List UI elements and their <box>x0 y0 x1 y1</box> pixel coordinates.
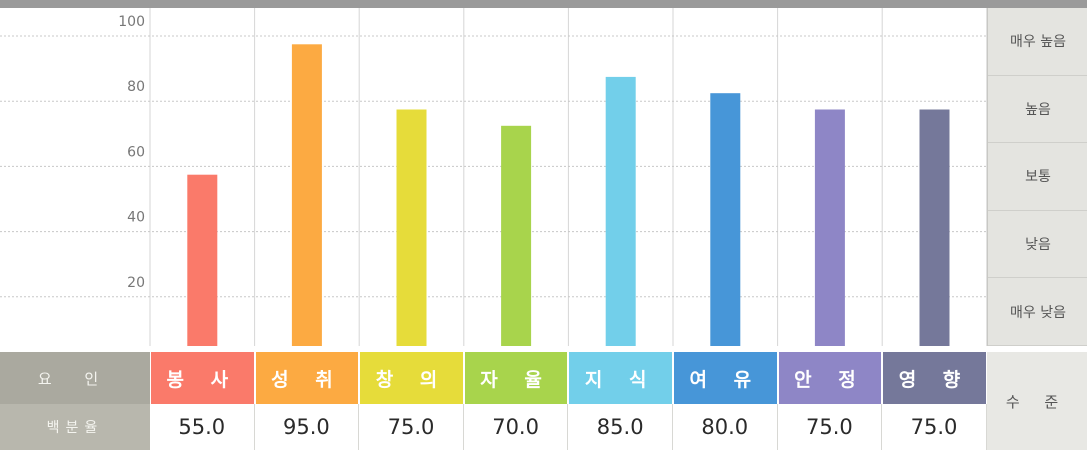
percent-value: 95.0 <box>255 404 360 450</box>
factor-label: 성 취 <box>255 352 359 404</box>
bar <box>605 76 636 346</box>
factor-label: 여 유 <box>674 352 777 404</box>
factor-label: 자 율 <box>464 352 568 404</box>
level-scale-panel: 매우 높음 높음 보통 낮음 매우 낮음 <box>987 8 1087 346</box>
y-tick-label: 60 <box>127 144 145 160</box>
factor-label: 지 식 <box>569 352 672 404</box>
y-tick-label: 80 <box>127 79 145 95</box>
bar <box>814 109 845 346</box>
factor-label: 안 정 <box>778 352 882 404</box>
level-label: 보통 <box>988 143 1087 211</box>
percent-value: 70.0 <box>464 404 569 450</box>
percent-value: 85.0 <box>568 404 673 450</box>
level-header: 수 준 <box>987 352 1087 450</box>
percent-value: 55.0 <box>150 404 255 450</box>
level-label: 높음 <box>988 76 1087 144</box>
percent-value: 75.0 <box>359 404 464 450</box>
bar <box>710 93 741 346</box>
percent-value: 75.0 <box>778 404 883 450</box>
bar <box>187 174 218 346</box>
bar <box>396 109 427 346</box>
factor-label: 영 향 <box>883 352 986 404</box>
factor-label: 창 의 <box>360 352 463 404</box>
percent-value: 80.0 <box>673 404 778 450</box>
bar <box>501 125 532 346</box>
bar <box>291 44 322 346</box>
y-tick-label: 20 <box>127 275 145 291</box>
y-tick-label: 100 <box>118 14 145 30</box>
bar-chart: 20 40 60 80 100 <box>0 8 987 346</box>
factor-row-header: 요 인 <box>0 352 150 404</box>
level-label: 매우 높음 <box>988 8 1087 76</box>
level-label: 낮음 <box>988 211 1087 279</box>
top-border <box>0 0 1087 8</box>
level-label: 매우 낮음 <box>988 278 1087 346</box>
percent-row-header: 백분율 <box>0 404 150 450</box>
y-tick-label: 40 <box>127 210 145 226</box>
chart-svg: 20 40 60 80 100 <box>0 8 987 346</box>
percent-value: 75.0 <box>882 404 987 450</box>
factor-label: 봉 사 <box>151 352 254 404</box>
bar <box>919 109 950 346</box>
